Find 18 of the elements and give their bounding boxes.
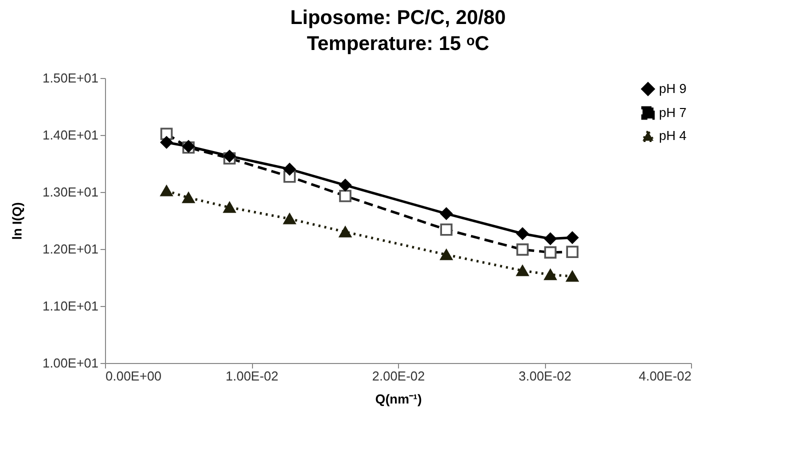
y-tick-label: 1.40E+01 — [42, 128, 98, 142]
y-tick-label: 1.30E+01 — [42, 184, 98, 200]
chart-subtitle: Temperature: 15 ᵒC — [306, 33, 490, 55]
legend-label: pH 4 — [659, 128, 686, 143]
y-tick-label: 1.50E+01 — [42, 70, 98, 86]
x-tick-label: 3.00E-02 — [518, 368, 572, 384]
x-tick-label: 2.00E-02 — [372, 368, 425, 384]
x-tick-label: 1.00E-02 — [226, 368, 278, 384]
legend-label: pH 7 — [659, 105, 686, 120]
legend-label: pH 9 — [659, 81, 686, 96]
y-tick-label: 1.00E+01 — [42, 356, 98, 370]
y-axis-title: ln I(Q) — [9, 202, 24, 240]
y-tick-label: 1.10E+01 — [42, 298, 98, 314]
chart-title: Liposome: PC/C, 20/80 — [290, 7, 506, 29]
y-tick-label: 1.20E+01 — [42, 242, 98, 256]
x-tick-label: 0.00E+00 — [106, 368, 162, 384]
x-tick-label: 4.00E-02 — [638, 368, 692, 384]
x-axis-title: Q(nm⁻¹) — [375, 392, 422, 406]
